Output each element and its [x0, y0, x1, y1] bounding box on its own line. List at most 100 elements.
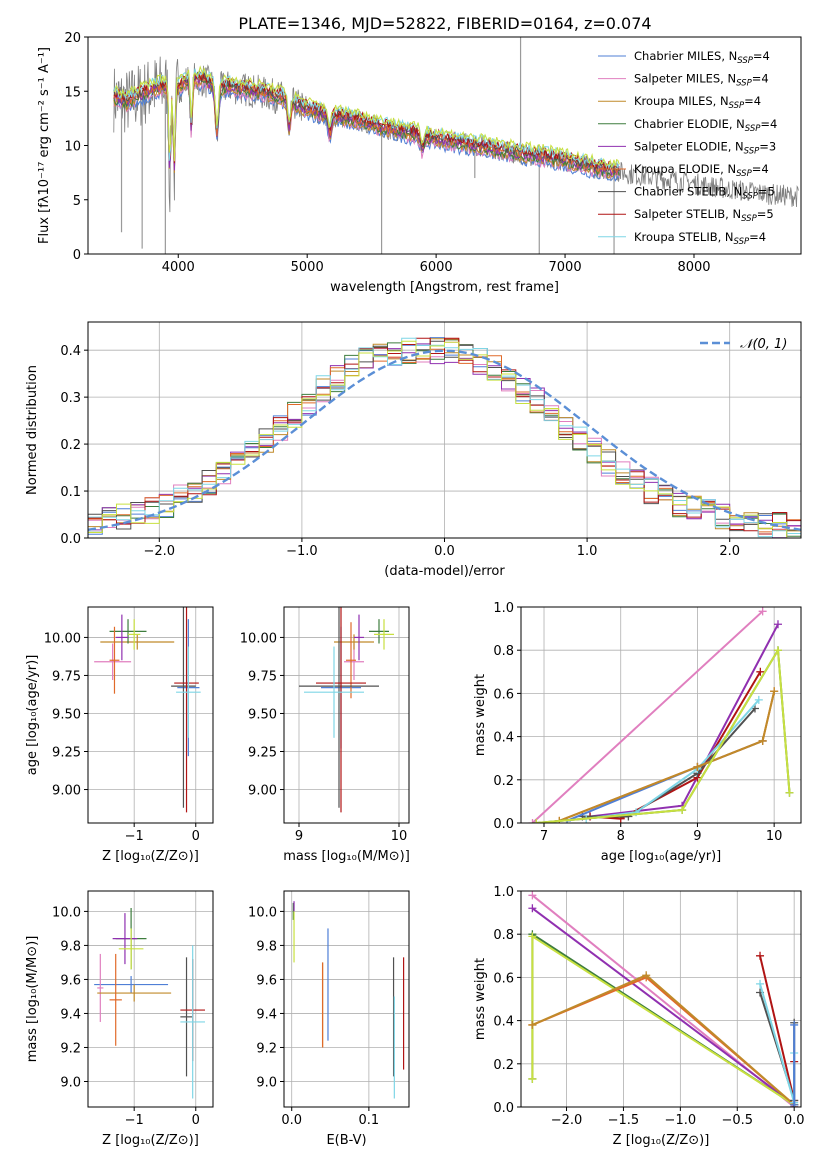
legend-label: Kroupa STELIB, NSSP=4 [634, 230, 766, 247]
normal-curve [88, 349, 801, 531]
plus-marker [785, 788, 794, 797]
y-axis-label: Normed distribution [25, 365, 40, 495]
legend-label: Chabrier MILES, NSSP=4 [634, 49, 770, 66]
x-axis-label: age [log₁₀(age/yr)] [601, 849, 722, 864]
plus-marker [790, 1100, 799, 1107]
x-tick-label: 0.0 [434, 544, 455, 559]
plus-marker [528, 1074, 537, 1083]
legend-count: =4 [744, 94, 761, 108]
y-tick-label: 0.3 [60, 391, 81, 406]
chart-spectrum: 4000 5000 6000 7000 8000 0 5 10 15 20 wavelength [… [37, 31, 802, 295]
legend-label: Chabrier ELODIE, NSSP=4 [634, 117, 777, 134]
legend-subscript: SSP [736, 169, 752, 179]
legend-label: 𝒩(0, 1) [740, 337, 787, 352]
y-tick-label: 0.0 [493, 1101, 514, 1116]
legend-subscript: SSP [741, 214, 757, 224]
legend-label: Kroupa ELODIE, NSSP=4 [634, 162, 769, 179]
legend-subscript: SSP [742, 192, 758, 202]
y-axis-label: mass weight [473, 674, 488, 756]
plus-marker [678, 806, 687, 815]
legend-count: =3 [759, 139, 776, 153]
y-tick-label: 9.4 [60, 1007, 81, 1022]
y-tick-label: 0.2 [493, 774, 514, 789]
legend-count: =5 [757, 207, 774, 221]
plus-marker [693, 762, 702, 771]
y-tick-label: 9.25 [52, 746, 81, 761]
chart-residuals: −2.0 −1.0 0.0 1.0 2.0 0.0 0.1 0.2 0.3 0.4 (data-mo… [25, 321, 802, 579]
y-tick-label: 0.2 [493, 1058, 514, 1073]
x-tick-label: −2.0 [551, 1113, 583, 1128]
y-tick-label: 0.6 [493, 971, 514, 986]
y-tick-label: 0.4 [493, 731, 514, 746]
x-axis-label: E(B-V) [326, 1133, 366, 1148]
legend-subscript: SSP [744, 146, 760, 156]
axes-frame [87, 321, 802, 539]
y-tick-label: 0 [73, 248, 81, 263]
plus-marker [773, 646, 782, 655]
legend-count: =4 [752, 162, 769, 176]
y-tick-label: 9.6 [256, 973, 277, 988]
x-axis-label: mass [log₁₀(M/M⊙)] [283, 849, 410, 864]
plus-marker [528, 819, 537, 823]
y-tick-label: 9.75 [52, 669, 81, 684]
axes-frame [283, 890, 410, 1108]
y-tick-label: 9.00 [248, 784, 277, 799]
y-tick-label: 0.0 [60, 532, 81, 547]
x-tick-label: 9 [295, 829, 303, 844]
mass-weight-line [559, 690, 776, 822]
model-spectrum [113, 65, 620, 169]
y-tick-label: 9.00 [52, 784, 81, 799]
plus-marker [758, 607, 767, 616]
plus-marker [528, 1020, 537, 1029]
y-tick-label: 9.8 [256, 939, 277, 954]
y-tick-label: 9.6 [60, 973, 81, 988]
y-tick-label: 9.0 [256, 1075, 277, 1090]
y-axis-label: mass weight [473, 958, 488, 1040]
x-tick-label: 5000 [291, 260, 324, 275]
figure-title: PLATE=1346, MJD=52822, FIBERID=0164, z=0… [238, 14, 651, 33]
legend-label: Chabrier STELIB, NSSP=5 [634, 185, 775, 202]
plus-marker [756, 951, 765, 960]
y-tick-label: 0.1 [60, 485, 81, 500]
plus-marker [756, 667, 765, 676]
x-tick-label: 7 [540, 829, 548, 844]
axes-frame [283, 606, 410, 824]
legend-subscript: SSP [729, 101, 745, 111]
y-tick-label: 5 [73, 194, 81, 209]
y-tick-label: 0.2 [60, 438, 81, 453]
plus-marker [642, 971, 651, 980]
plus-marker [754, 695, 763, 704]
plot-area [528, 891, 799, 1107]
x-tick-label: −1.0 [665, 1113, 697, 1128]
x-axis-label: Z [log₁₀(Z/Z⊙)] [613, 1133, 710, 1148]
y-tick-label: 9.2 [60, 1041, 81, 1056]
legend-subscript: SSP [736, 79, 752, 89]
plot-area [299, 607, 394, 813]
x-tick-label: −1.5 [608, 1113, 640, 1128]
chart-mass_vs_Z: −1 0 9.0 9.2 9.4 9.6 9.8 10.0 Z [log₁₀(Z/Z⊙)] mas… [25, 890, 214, 1148]
model-spectrum [113, 76, 620, 177]
y-tick-label: 10 [64, 140, 81, 155]
y-tick-label: 1.0 [493, 601, 514, 616]
plus-marker [790, 1020, 799, 1029]
y-tick-label: 9.50 [52, 707, 81, 722]
plot-area [528, 607, 794, 823]
chart-mass_vs_ebv: 0.0 0.1 9.0 9.2 9.4 9.6 9.8 10.0 E(B-V) [248, 890, 410, 1148]
x-axis-label: Z [log₁₀(Z/Z⊙)] [102, 1133, 199, 1148]
y-tick-label: 9.2 [256, 1041, 277, 1056]
axes-frame [520, 890, 802, 1108]
x-tick-label: −1 [125, 1113, 144, 1128]
y-tick-label: 0.6 [493, 687, 514, 702]
x-tick-label: 0.0 [281, 1113, 302, 1128]
y-tick-label: 20 [64, 31, 81, 46]
legend-label: Salpeter ELODIE, NSSP=3 [634, 139, 776, 156]
chart-age_vs_mass: 9 10 9.00 9.25 9.50 9.75 10.00 mass [log₁₀(M/M⊙… [240, 606, 410, 864]
legend-count: =4 [752, 72, 769, 86]
plot-area [113, 37, 799, 254]
y-tick-label: 9.4 [256, 1007, 277, 1022]
axes-frame [520, 606, 802, 824]
legend-label: Salpeter STELIB, NSSP=5 [634, 207, 774, 224]
data-spectrum [113, 56, 799, 213]
x-tick-label: 0 [192, 829, 200, 844]
histogram [88, 340, 801, 538]
